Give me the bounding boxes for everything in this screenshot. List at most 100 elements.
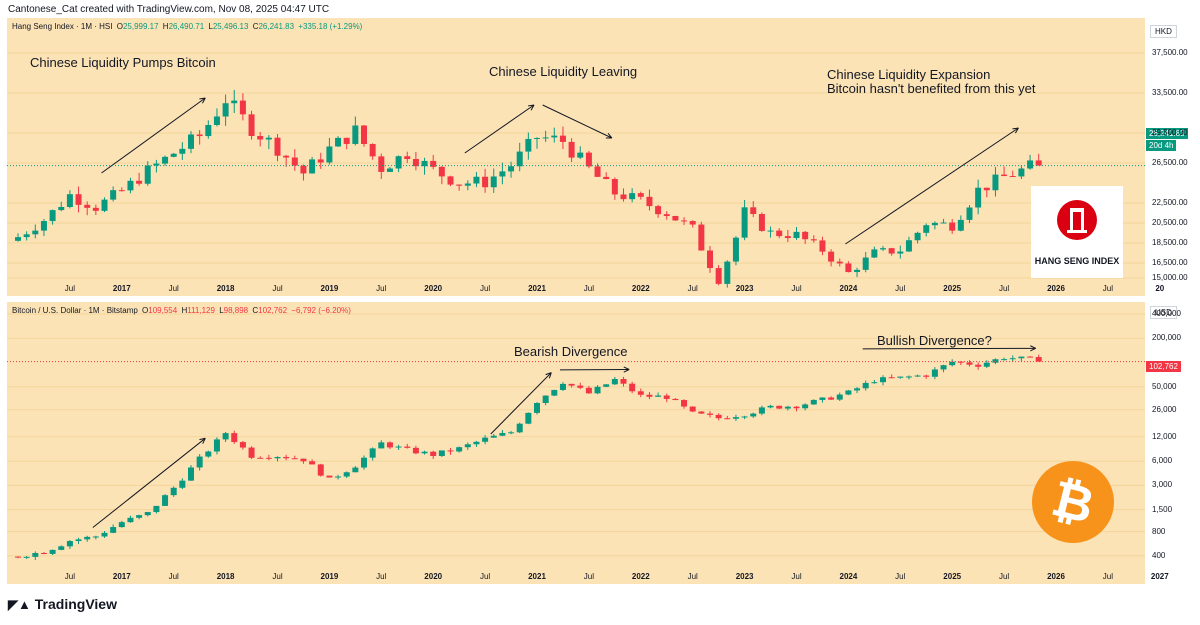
candle-body (559, 135, 566, 142)
candle-body (966, 207, 973, 220)
candle-body (395, 156, 402, 169)
candle-body (231, 433, 238, 443)
candle-body (784, 236, 791, 239)
candle-body (914, 232, 921, 241)
x-tick-label: Jul (272, 572, 283, 581)
candle-body (802, 231, 809, 240)
hang-seng-logo: HANG SENG INDEX (1031, 186, 1123, 278)
candle-body (905, 376, 912, 378)
candle-body (179, 480, 186, 488)
candle-body (508, 166, 515, 172)
candle-body (637, 193, 644, 197)
annotation-expansion: Chinese Liquidity Expansion (827, 67, 991, 82)
candle-body (940, 365, 947, 370)
x-tick-label: 2022 (631, 572, 650, 581)
candle-body (672, 398, 679, 401)
y-tick-label: 26,000 (1152, 404, 1177, 414)
candle-body (629, 383, 636, 392)
arrow-leaving-up-head (527, 104, 535, 111)
candle-body (724, 261, 731, 284)
candle-body (776, 230, 783, 237)
btc-high: 111,129 (187, 306, 215, 315)
candle-body (776, 405, 783, 409)
tradingview-icon: ◤▲ (8, 597, 31, 612)
candle-body (404, 446, 411, 448)
x-tick-label: 2017 (112, 284, 131, 293)
hsi-price-axis[interactable] (1145, 18, 1193, 296)
candle-body (620, 379, 627, 384)
candle-body (188, 467, 194, 481)
x-tick-label: Jul (583, 284, 595, 293)
y-tick-label: 18,500.00 (1152, 238, 1188, 247)
y-tick-label: 800 (1152, 526, 1166, 536)
candle-body (862, 382, 869, 389)
btc-pane[interactable]: Bitcoin / U.S. Dollar · 1M · Bitstamp O1… (7, 302, 1145, 584)
candle-body (265, 137, 272, 140)
candle-body (914, 375, 921, 377)
candle-body (1035, 160, 1042, 166)
btc-close: 102,762 (258, 306, 288, 315)
x-tick-label: Jul (791, 284, 802, 293)
candle-body (681, 220, 688, 222)
candle-body (490, 176, 497, 188)
candle-body (923, 375, 930, 377)
hsi-candles (7, 52, 1145, 288)
candle-body (473, 441, 480, 445)
candle-body (110, 527, 117, 533)
candle-body (819, 397, 826, 400)
btc-change: −6,792 (−6.20%) (291, 306, 351, 315)
annotation-leaving: Chinese Liquidity Leaving (489, 64, 638, 79)
candle-body (784, 406, 791, 409)
candle-body (265, 457, 272, 459)
btc-price-axis[interactable] (1145, 302, 1193, 584)
annotation-pumps: Chinese Liquidity Pumps Bitcoin (30, 55, 216, 70)
candle-body (741, 416, 748, 418)
arrow-expansion-head (1012, 127, 1019, 134)
candle-body (15, 237, 21, 241)
y-tick-label: 20,500.00 (1152, 218, 1188, 227)
candle-body (707, 250, 713, 269)
candle-body (655, 206, 662, 215)
candle-body (162, 156, 169, 164)
candle-body (283, 155, 290, 158)
candle-body (888, 377, 895, 379)
x-tick-label: Jul (895, 572, 906, 581)
y-tick-label: 400 (1152, 550, 1166, 560)
hsi-close: 26,241.83 (258, 22, 295, 31)
candle-body (845, 390, 852, 395)
hsi-symbol: Hang Seng Index · 1M · HSI (12, 22, 113, 31)
candle-body (84, 536, 91, 540)
candle-body (1009, 176, 1016, 178)
hsi-pane[interactable]: Hang Seng Index · 1M · HSI O25,999.17 H2… (7, 18, 1145, 296)
hsi-currency[interactable]: HKD (1150, 25, 1177, 38)
arrow-bearish-up-head (545, 372, 552, 379)
hsi-high: 26,490.71 (168, 22, 205, 31)
x-tick-label: Jul (998, 572, 1010, 581)
x-tick-label: Jul (687, 572, 698, 581)
candle-body (335, 476, 342, 478)
candle-body (58, 206, 65, 211)
x-tick-label: 2025 (943, 284, 962, 293)
btc-currency[interactable]: USD (1150, 306, 1177, 319)
candle-body (949, 361, 956, 366)
candle-body (75, 539, 82, 542)
candle-body (412, 447, 419, 454)
candle-body (897, 251, 904, 254)
candle-body (871, 249, 878, 258)
candle-body (326, 475, 333, 478)
candle-body (127, 180, 134, 191)
candle-body (404, 156, 411, 160)
x-tick-label: 2019 (320, 572, 339, 581)
candle-body (291, 157, 298, 166)
tradingview-logo[interactable]: ◤▲ TradingView (8, 596, 117, 613)
candle-body (170, 153, 177, 157)
y-tick-label: 200,000 (1152, 333, 1181, 343)
x-tick-label: 2025 (943, 572, 962, 581)
candle-body (957, 361, 964, 363)
candle-body (222, 433, 229, 440)
candle-body (525, 412, 532, 424)
candle-body (758, 214, 765, 231)
candle-body (975, 187, 982, 208)
x-tick-label: 2023 (735, 284, 754, 293)
x-tick-label: 2024 (839, 572, 858, 581)
